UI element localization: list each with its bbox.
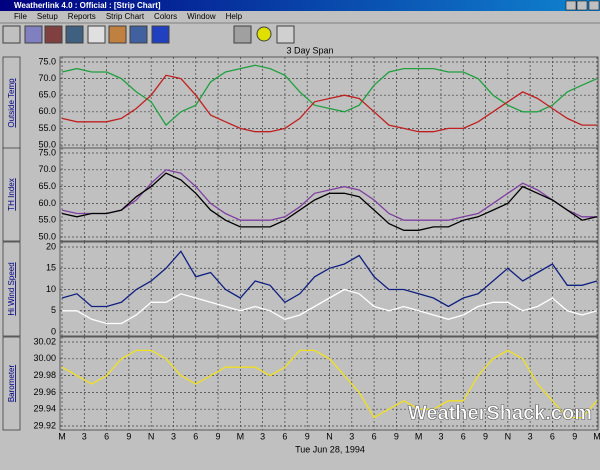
help-button[interactable] bbox=[256, 26, 272, 42]
y-tick-label: 75.0 bbox=[38, 147, 56, 157]
x-tick-label: 6 bbox=[550, 431, 555, 441]
y-tick-label: 70.0 bbox=[38, 73, 56, 83]
x-tick-label: 6 bbox=[282, 431, 287, 441]
series-line bbox=[61, 64, 598, 127]
maximize-button[interactable] bbox=[576, 0, 588, 11]
series-line bbox=[61, 349, 598, 419]
y-tick-label: 10 bbox=[46, 284, 56, 294]
menu-item[interactable]: Help bbox=[226, 12, 243, 21]
toolbar bbox=[2, 25, 295, 44]
y-tick-label: 29.92 bbox=[33, 420, 56, 430]
series-line bbox=[61, 169, 597, 221]
watermark: WeatherShack.com bbox=[408, 402, 592, 424]
x-tick-label: 3 bbox=[82, 431, 87, 441]
plot-area bbox=[59, 336, 599, 431]
tool-button[interactable] bbox=[87, 25, 106, 44]
x-tick-label: M bbox=[593, 431, 600, 441]
tool-button[interactable] bbox=[276, 25, 295, 44]
print-button[interactable] bbox=[233, 25, 252, 44]
panel-label-button[interactable] bbox=[2, 147, 21, 242]
title-bar bbox=[0, 0, 600, 11]
tool-button[interactable] bbox=[65, 25, 84, 44]
window-controls[interactable] bbox=[565, 0, 600, 11]
tool-button[interactable] bbox=[24, 25, 43, 44]
y-tick-label: 29.94 bbox=[33, 404, 56, 414]
x-tick-label: N bbox=[148, 431, 155, 441]
menu-item[interactable]: File bbox=[14, 12, 27, 21]
strip-charts: M 3 6 9 N 3 6 9 M 3 6 9 N 3 6 9 M 3 6 9 N 3 6 9 M Outside Temp 75.… bbox=[2, 56, 600, 441]
minimize-button[interactable] bbox=[565, 0, 577, 11]
x-tick-label: 6 bbox=[461, 431, 466, 441]
menu-item[interactable]: Reports bbox=[68, 12, 96, 21]
y-axis-label: TH Index bbox=[7, 178, 16, 210]
menu-item[interactable]: Strip Chart bbox=[106, 12, 145, 21]
tool-button[interactable] bbox=[129, 25, 148, 44]
x-tick-label: 9 bbox=[126, 431, 131, 441]
x-tick-label: 6 bbox=[372, 431, 377, 441]
y-tick-label: 55.0 bbox=[38, 215, 56, 225]
x-tick-label: 9 bbox=[394, 431, 399, 441]
x-tick-label: 9 bbox=[483, 431, 488, 441]
y-tick-label: 60.0 bbox=[38, 106, 56, 116]
y-tick-label: 75.0 bbox=[38, 56, 56, 66]
panel-label-button[interactable] bbox=[2, 336, 21, 431]
tool-button[interactable] bbox=[151, 25, 170, 44]
x-tick-label: 3 bbox=[528, 431, 533, 441]
x-tick-label: M bbox=[415, 431, 423, 441]
plot-area bbox=[59, 241, 599, 337]
y-axis-label: Hi Wind Speed bbox=[7, 262, 16, 315]
series-line bbox=[61, 250, 598, 308]
y-tick-label: 20 bbox=[46, 241, 56, 251]
y-tick-label: 50.0 bbox=[38, 139, 56, 149]
window-title: Weatherlink 4.0 : Official : [Strip Char… bbox=[14, 1, 161, 10]
span-title: 3 Day Span bbox=[286, 45, 333, 55]
y-axis-label: Barometer bbox=[7, 364, 16, 402]
x-tick-label: 9 bbox=[572, 431, 577, 441]
plot-area bbox=[59, 147, 599, 242]
series-line bbox=[61, 172, 598, 231]
y-tick-label: 29.96 bbox=[33, 387, 56, 397]
x-tick-label: N bbox=[326, 431, 333, 441]
series-line bbox=[62, 288, 598, 325]
x-tick-label: M bbox=[237, 431, 245, 441]
x-tick-label: 3 bbox=[260, 431, 265, 441]
y-tick-label: 0 bbox=[51, 326, 56, 336]
x-tick-label: N bbox=[505, 431, 512, 441]
x-tick-label: 6 bbox=[104, 431, 109, 441]
x-tick-label: 3 bbox=[171, 431, 176, 441]
x-tick-label: M bbox=[58, 431, 66, 441]
y-tick-label: 65.0 bbox=[38, 181, 56, 191]
tool-button[interactable] bbox=[108, 25, 127, 44]
y-tick-label: 15 bbox=[46, 263, 56, 273]
x-tick-label: 6 bbox=[193, 431, 198, 441]
menu-bar: File Setup Reports Strip Chart Colors Window H… bbox=[14, 12, 243, 21]
x-tick-label: 3 bbox=[349, 431, 354, 441]
y-axis-label: Outside Temp bbox=[7, 78, 16, 128]
x-tick-label: 9 bbox=[305, 431, 310, 441]
y-tick-label: 55.0 bbox=[38, 123, 56, 133]
menu-item[interactable]: Colors bbox=[154, 12, 177, 21]
y-tick-label: 29.98 bbox=[33, 370, 56, 380]
close-button[interactable] bbox=[588, 0, 600, 11]
x-tick-label: 9 bbox=[216, 431, 221, 441]
y-tick-label: 70.0 bbox=[38, 164, 56, 174]
date-label: Tue Jun 28, 1994 bbox=[295, 444, 365, 454]
y-tick-label: 30.00 bbox=[33, 353, 56, 363]
menu-item[interactable]: Setup bbox=[37, 12, 58, 21]
plot-area bbox=[59, 56, 599, 150]
y-tick-label: 30.02 bbox=[33, 336, 56, 346]
y-tick-label: 60.0 bbox=[38, 198, 56, 208]
y-tick-label: 5 bbox=[51, 305, 56, 315]
x-tick-label: 3 bbox=[438, 431, 443, 441]
panel-label-button[interactable] bbox=[2, 241, 21, 337]
series-line bbox=[61, 74, 597, 133]
y-tick-label: 50.0 bbox=[38, 231, 56, 241]
tool-button[interactable] bbox=[2, 25, 21, 44]
y-tick-label: 65.0 bbox=[38, 90, 56, 100]
menu-item[interactable]: Window bbox=[187, 12, 216, 21]
tool-button[interactable] bbox=[44, 25, 63, 44]
